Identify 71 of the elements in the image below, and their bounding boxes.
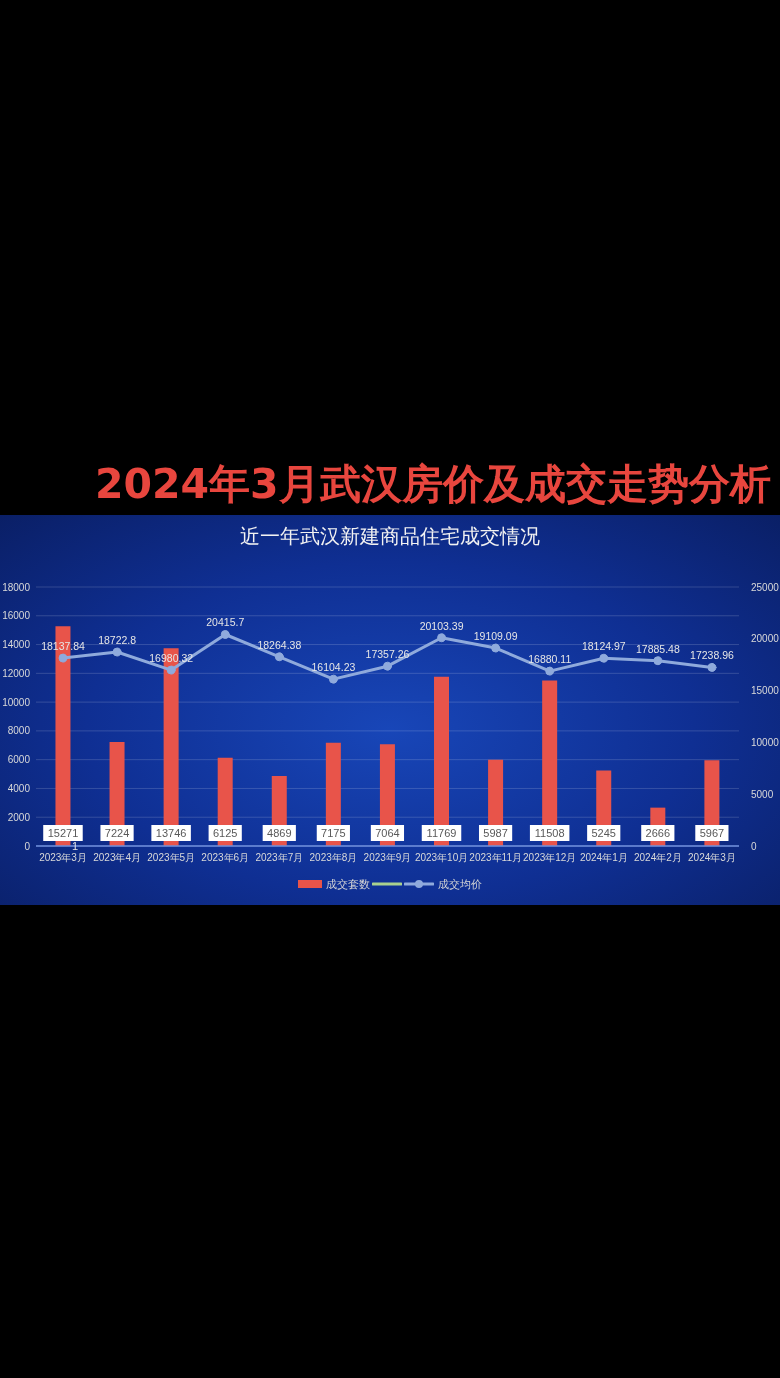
data-label: 17238.96 [690,649,735,662]
data-label: 16104.23 [311,661,356,674]
data-label: 18264.38 [257,638,302,651]
point [328,674,338,684]
data-label: 4869 [267,827,292,839]
y2-tick-label: 0 [751,840,757,852]
y-tick-label: 6000 [7,754,31,766]
y-tick-label: 18000 [2,581,31,593]
data-label: 18124.97 [581,640,626,653]
legend-label: 成交均价 [438,876,482,892]
data-label: 7064 [375,827,400,839]
x-tick-label: 2023年3月 [39,852,87,864]
y2-tick-label: 15000 [751,685,780,697]
data-label: 11769 [426,827,457,839]
data-label: 17357.26 [365,648,410,661]
point [383,661,392,671]
x-tick-label: 2023年10月 [414,852,469,864]
y-tick-label: 12000 [2,667,31,679]
data-label: 11508 [534,827,565,839]
data-label: 20415.7 [206,616,245,629]
y2-tick-label: 20000 [751,633,780,645]
data-label: 7175 [321,827,346,839]
point [491,643,501,653]
data-label: 2666 [645,827,671,839]
y-tick-label: 0 [24,840,31,852]
point [545,666,555,676]
x-tick-label: 2023年5月 [147,852,196,864]
data-label: 16880.11 [528,653,572,666]
point [653,656,663,666]
y-tick-label: 10000 [2,696,31,708]
y-tick-label: 16000 [2,610,31,622]
point [707,662,717,672]
x-tick-label: 2023年9月 [363,852,412,864]
data-label: 20103.39 [419,619,464,632]
chart-subtitle: 近一年武汉新建商品住宅成交情况 [239,524,541,549]
y-tick-label: 2000 [7,811,31,823]
data-label: 5967 [699,827,725,839]
point [437,633,447,643]
data-label: 19109.09 [473,630,518,643]
y-tick-label: 4000 [7,782,31,794]
x-tick-label: 2024年2月 [633,852,682,864]
x-tick-label: 2024年3月 [688,852,736,864]
point [274,652,284,662]
point [220,629,230,639]
data-label: 5245 [591,827,616,839]
annotation: 1 [71,840,79,852]
x-tick-label: 2024年1月 [579,852,628,864]
x-tick-label: 2023年6月 [201,852,250,864]
point [166,665,176,675]
x-tick-label: 2023年11月 [469,852,522,864]
data-label: 7224 [104,827,130,839]
y2-tick-label: 5000 [751,788,774,800]
point [112,647,122,657]
x-tick-label: 2023年7月 [255,852,304,864]
chart-title: 2024年3月武汉房价及成交走势分析 [95,459,771,510]
x-tick-label: 2023年12月 [523,852,577,864]
x-tick-label: 2023年4月 [93,852,142,864]
data-label: 17885.48 [635,642,680,655]
legend-label: 成交套数 [326,876,370,892]
y2-tick-label: 25000 [751,581,780,593]
y-tick-label: 14000 [2,639,31,651]
data-label: 5987 [483,827,508,839]
data-label: 18722.8 [98,634,137,647]
data-label: 13746 [155,827,187,839]
y2-tick-label: 10000 [751,736,780,748]
y-tick-label: 8000 [7,725,31,737]
point [58,653,68,663]
data-label: 6125 [212,827,238,839]
point [599,653,609,663]
data-label: 15271 [47,827,79,839]
x-tick-label: 2023年8月 [309,852,358,864]
